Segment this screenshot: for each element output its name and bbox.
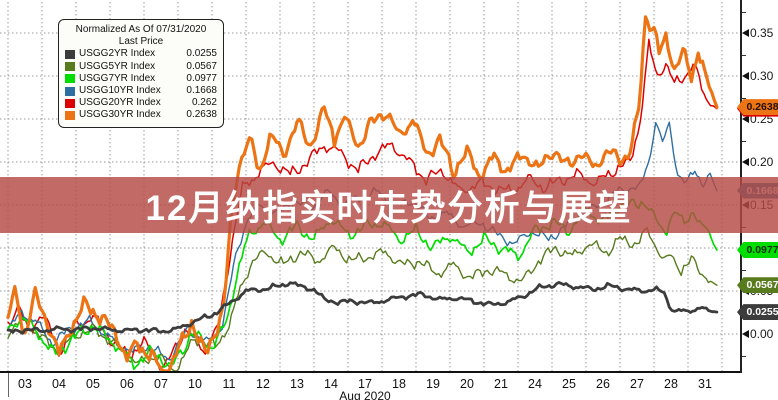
x-axis-day-label: 12: [256, 377, 270, 391]
last-price-bubble-usgg30yr: 0.2638: [737, 99, 778, 116]
x-axis-day-label: 25: [562, 377, 576, 391]
y-axis-tick-label: 0.20: [750, 155, 774, 169]
series-line-usgg10yr: [7, 121, 718, 361]
x-axis-start-tick: [8, 373, 9, 397]
legend-title: Normalized As Of 07/31/2020: [75, 24, 207, 35]
legend-series-name: USGG10YR Index: [79, 85, 161, 97]
series-line-usgg30yr: [6, 15, 719, 373]
legend-series-value: 0.2638: [186, 109, 217, 121]
legend-series-name: USGG30YR Index: [79, 109, 161, 121]
legend-series-name: USGG5YR Index: [79, 60, 156, 72]
x-axis-day-label: 31: [698, 377, 712, 391]
y-axis-minor-tick: [741, 54, 746, 56]
x-axis-day-label: 26: [596, 377, 610, 391]
legend-item: USGG2YR Index 0.0255: [65, 48, 217, 60]
legend-swatch-icon: [65, 111, 75, 121]
legend-item: USGG10YR Index 0.1668: [65, 85, 217, 97]
legend-swatch-icon: [65, 50, 75, 59]
legend-item: USGG7YR Index 0.0977: [65, 73, 217, 85]
y-tick-arrow-icon: [742, 158, 749, 166]
legend-series-value: 0.0567: [186, 60, 217, 72]
y-axis-minor-tick: [741, 355, 746, 357]
y-axis-minor-tick: [741, 140, 746, 142]
last-price-bubble-usgg5yr: 0.0567: [737, 277, 778, 294]
overlay-title-text: 12月纳指实时走势分析与展望: [145, 188, 633, 228]
title-overlay-banner: 12月纳指实时走势分析与展望: [0, 177, 778, 233]
legend-rows: USGG2YR Index 0.0255 USGG5YR Index 0.0567 US…: [65, 48, 217, 121]
y-tick-arrow-icon: [742, 330, 749, 338]
legend-swatch-icon: [65, 86, 75, 96]
x-axis-caption: Aug 2020: [339, 389, 391, 400]
legend-swatch-icon: [65, 62, 75, 72]
x-axis-line: [0, 371, 742, 373]
x-axis-day-label: 04: [52, 377, 66, 391]
x-axis-day-label: 07: [154, 377, 168, 391]
legend-box: Normalized As Of 07/31/2020 Last Price U…: [58, 19, 224, 128]
x-axis-day-label: 06: [120, 377, 134, 391]
y-axis-minor-tick: [741, 269, 746, 271]
x-axis-day-label: 24: [528, 377, 542, 391]
y-axis-minor-tick: [741, 11, 746, 13]
x-axis-day-label: 10: [188, 377, 202, 391]
x-axis-day-label: 21: [494, 377, 508, 391]
x-axis-day-label: 03: [18, 377, 32, 391]
x-axis-day-label: 17: [358, 377, 372, 391]
legend-subtitle: Last Price: [118, 36, 164, 48]
legend-series-value: 0.0977: [186, 72, 217, 84]
y-tick-arrow-icon: [742, 115, 749, 123]
x-axis-day-label: 11: [222, 377, 236, 391]
legend-series-name: USGG7YR Index: [79, 72, 156, 84]
x-axis-day-label: 18: [392, 377, 406, 391]
legend-swatch-icon: [65, 98, 75, 108]
y-tick-arrow-icon: [742, 29, 749, 37]
legend-series-name: USGG2YR Index: [79, 48, 156, 60]
last-price-bubble-usgg2yr: 0.0255: [737, 304, 778, 321]
legend-swatch-icon: [65, 74, 75, 84]
y-tick-arrow-icon: [742, 72, 749, 80]
y-axis-tick-label: 0.30: [750, 69, 774, 83]
legend-item: USGG5YR Index 0.0567: [65, 61, 217, 73]
x-axis-day-label: 27: [630, 377, 644, 391]
x-axis-day-label: 20: [460, 377, 474, 391]
y-axis-tick-label: 0.35: [750, 26, 774, 40]
x-axis-day-label: 14: [324, 377, 338, 391]
x-axis-day-label: 13: [290, 377, 304, 391]
x-axis-day-label: 28: [664, 377, 678, 391]
x-axis-day-label: 05: [86, 377, 100, 391]
legend-series-value: 0.262: [191, 97, 217, 109]
series-line-usgg2yr: [6, 281, 719, 335]
legend-item: USGG20YR Index 0.262: [65, 97, 217, 109]
legend-series-name: USGG20YR Index: [79, 97, 161, 109]
last-price-bubble-usgg7yr: 0.0977: [737, 241, 778, 258]
y-axis-minor-tick: [741, 97, 746, 99]
y-axis-tick-label: 0.00: [750, 327, 774, 341]
x-axis-day-label: 19: [426, 377, 440, 391]
legend-series-value: 0.0255: [186, 48, 217, 60]
legend-item: USGG30YR Index 0.2638: [65, 109, 217, 121]
legend-series-value: 0.1668: [186, 85, 217, 97]
